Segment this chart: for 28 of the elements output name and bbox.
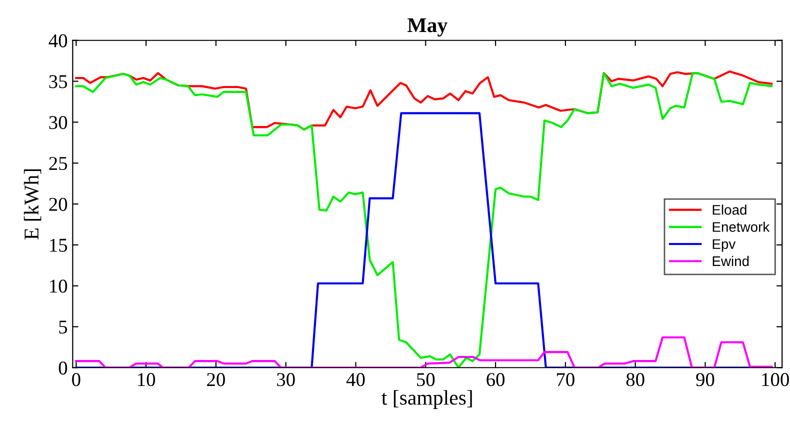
y-tick-label: 25 bbox=[49, 156, 68, 170]
line-series bbox=[75, 336, 773, 368]
x-tick-label: 90 bbox=[696, 373, 714, 386]
y-axis-title: E [kWh] bbox=[24, 169, 42, 240]
legend-label: Eload bbox=[712, 204, 746, 215]
x-tick-label: 10 bbox=[138, 373, 156, 386]
chart-title: May bbox=[407, 18, 448, 37]
x-tick-label: 100 bbox=[762, 373, 789, 386]
x-tick-label: 20 bbox=[207, 373, 225, 386]
y-tick-label: 15 bbox=[50, 238, 68, 252]
x-tick-label: 70 bbox=[556, 373, 574, 386]
y-tick-label: 10 bbox=[50, 280, 68, 293]
y-tick-label: 30 bbox=[49, 116, 68, 130]
y-tick-label: 35 bbox=[49, 75, 68, 88]
y-tick-label: 5 bbox=[59, 320, 68, 334]
x-tick-label: 50 bbox=[417, 373, 435, 386]
legend-label: Ewind bbox=[712, 256, 749, 266]
x-tick-label: 40 bbox=[346, 373, 365, 386]
y-tick-label: 20 bbox=[49, 198, 68, 211]
legend-label: Epv bbox=[712, 239, 736, 252]
x-tick-label: 30 bbox=[277, 373, 295, 386]
y-tick-label: 40 bbox=[48, 34, 68, 48]
x-axis-title: t [samples] bbox=[382, 390, 472, 410]
x-tick-label: 80 bbox=[626, 373, 644, 386]
y-tick-label: 0 bbox=[58, 361, 68, 375]
legend-label: Enetwork bbox=[712, 222, 770, 232]
x-tick-label: 0 bbox=[72, 373, 80, 386]
x-tick-label: 60 bbox=[486, 373, 505, 386]
